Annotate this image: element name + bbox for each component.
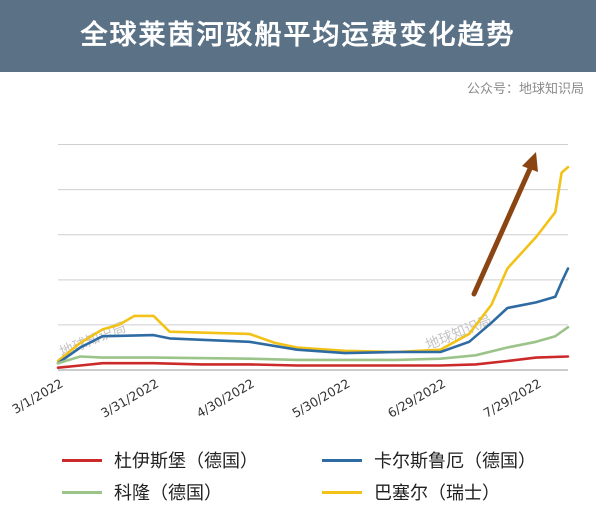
legend-label: 科隆（德国） [114,483,222,504]
series-line [56,355,570,369]
legend-label: 杜伊斯堡（德国） [114,451,258,472]
legend-item: 卡尔斯鲁厄（德国） [322,447,536,473]
watermark-text: 地球知识局 [423,312,494,354]
x-tick-label: 7/29/2022 [481,376,544,421]
legend-swatch [62,458,102,462]
x-tick-label: 3/1/2022 [9,376,65,417]
legend: 杜伊斯堡（德国） 卡尔斯鲁厄（德国） 科隆（德国） 巴塞尔（瑞士） [0,435,596,515]
legend-item: 巴塞尔（瑞士） [322,479,500,505]
legend-label: 卡尔斯鲁厄（德国） [374,451,536,472]
legend-item: 杜伊斯堡（德国） [62,447,258,473]
trend-arrow-shaft [471,159,536,297]
series-line [56,267,570,365]
series-line [56,325,570,365]
trend-arrow-head [522,152,538,172]
legend-swatch [322,490,362,494]
series-line [56,165,570,363]
source-credit: 公众号：地球知识局 [466,82,584,97]
x-tick-label: 3/31/2022 [98,376,161,421]
title-banner [0,0,596,72]
x-tick-label: 6/29/2022 [385,376,448,421]
legend-swatch [322,458,362,462]
chart-title: 全球莱茵河驳船平均运费变化趋势 [80,20,516,51]
legend-label: 巴塞尔（瑞士） [374,483,500,504]
x-tick-label: 4/30/2022 [194,376,257,421]
legend-swatch [62,490,102,494]
x-tick-label: 5/30/2022 [289,376,352,421]
legend-item: 科隆（德国） [62,479,222,505]
